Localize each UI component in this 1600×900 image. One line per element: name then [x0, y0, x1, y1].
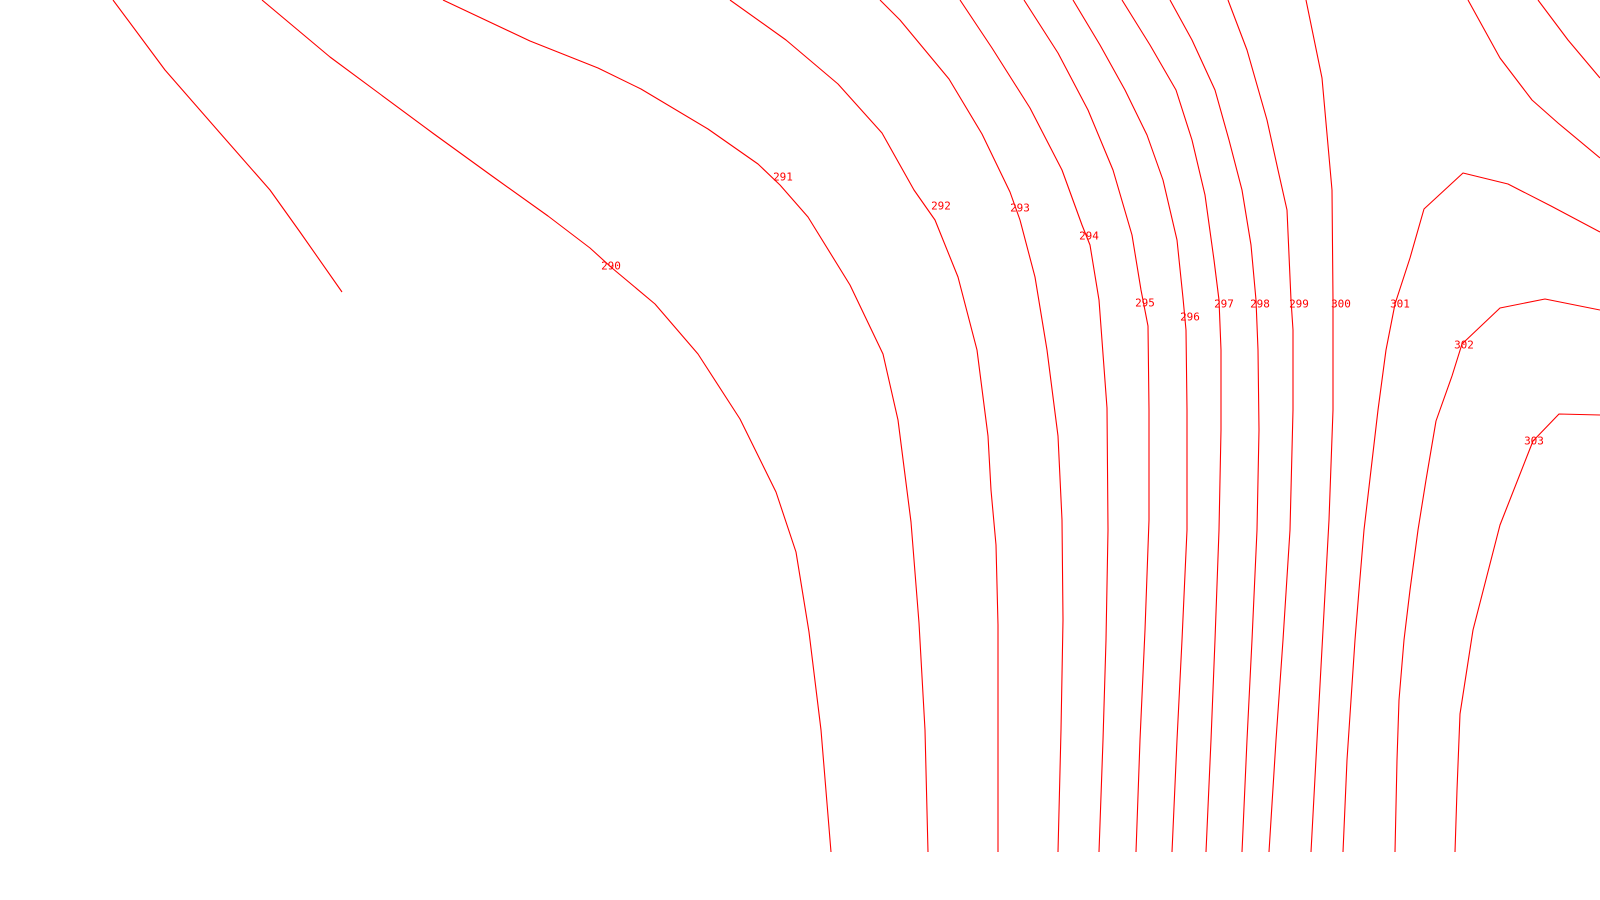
contour-line-303	[1454, 413, 1600, 853]
contour-label-301: 301	[1390, 298, 1410, 311]
contour-line-290	[261, 0, 832, 853]
contour-label-294: 294	[1079, 230, 1099, 243]
contour-line-unlabeled-b	[1467, 0, 1600, 159]
contour-label-299: 299	[1289, 298, 1309, 311]
contour-line-295	[1023, 0, 1150, 853]
contour-label-297: 297	[1214, 298, 1234, 311]
contour-label-296: 296	[1180, 311, 1200, 324]
contour-line-291	[442, 0, 929, 853]
contour-label-295: 295	[1135, 297, 1155, 310]
contour-label-302: 302	[1454, 339, 1474, 352]
contour-line-298	[1169, 0, 1260, 853]
contour-line-296	[1072, 0, 1188, 853]
contour-line-293	[879, 0, 1064, 853]
contour-line-unlabeled-c	[1537, 0, 1600, 79]
contour-line-301	[1342, 172, 1600, 853]
contour-line-300	[1305, 0, 1334, 853]
contour-label-300: 300	[1331, 298, 1351, 311]
contour-label-292: 292	[931, 200, 951, 213]
contour-label-298: 298	[1250, 298, 1270, 311]
contour-label-303: 303	[1524, 435, 1544, 448]
contour-labels: 290 291 292 293 294 295 296 297 298 299 …	[601, 171, 1544, 448]
contour-line-292	[729, 0, 999, 852]
contour-label-290: 290	[601, 260, 621, 273]
contour-label-291: 291	[773, 171, 793, 184]
contour-line-294	[959, 0, 1109, 853]
contour-line-unlabeled-a	[112, 0, 343, 293]
contour-line-297	[1121, 0, 1222, 853]
contour-label-293: 293	[1010, 202, 1030, 215]
contour-lines	[112, 0, 1600, 853]
contour-line-299	[1227, 0, 1294, 853]
contour-line-302	[1394, 298, 1600, 853]
